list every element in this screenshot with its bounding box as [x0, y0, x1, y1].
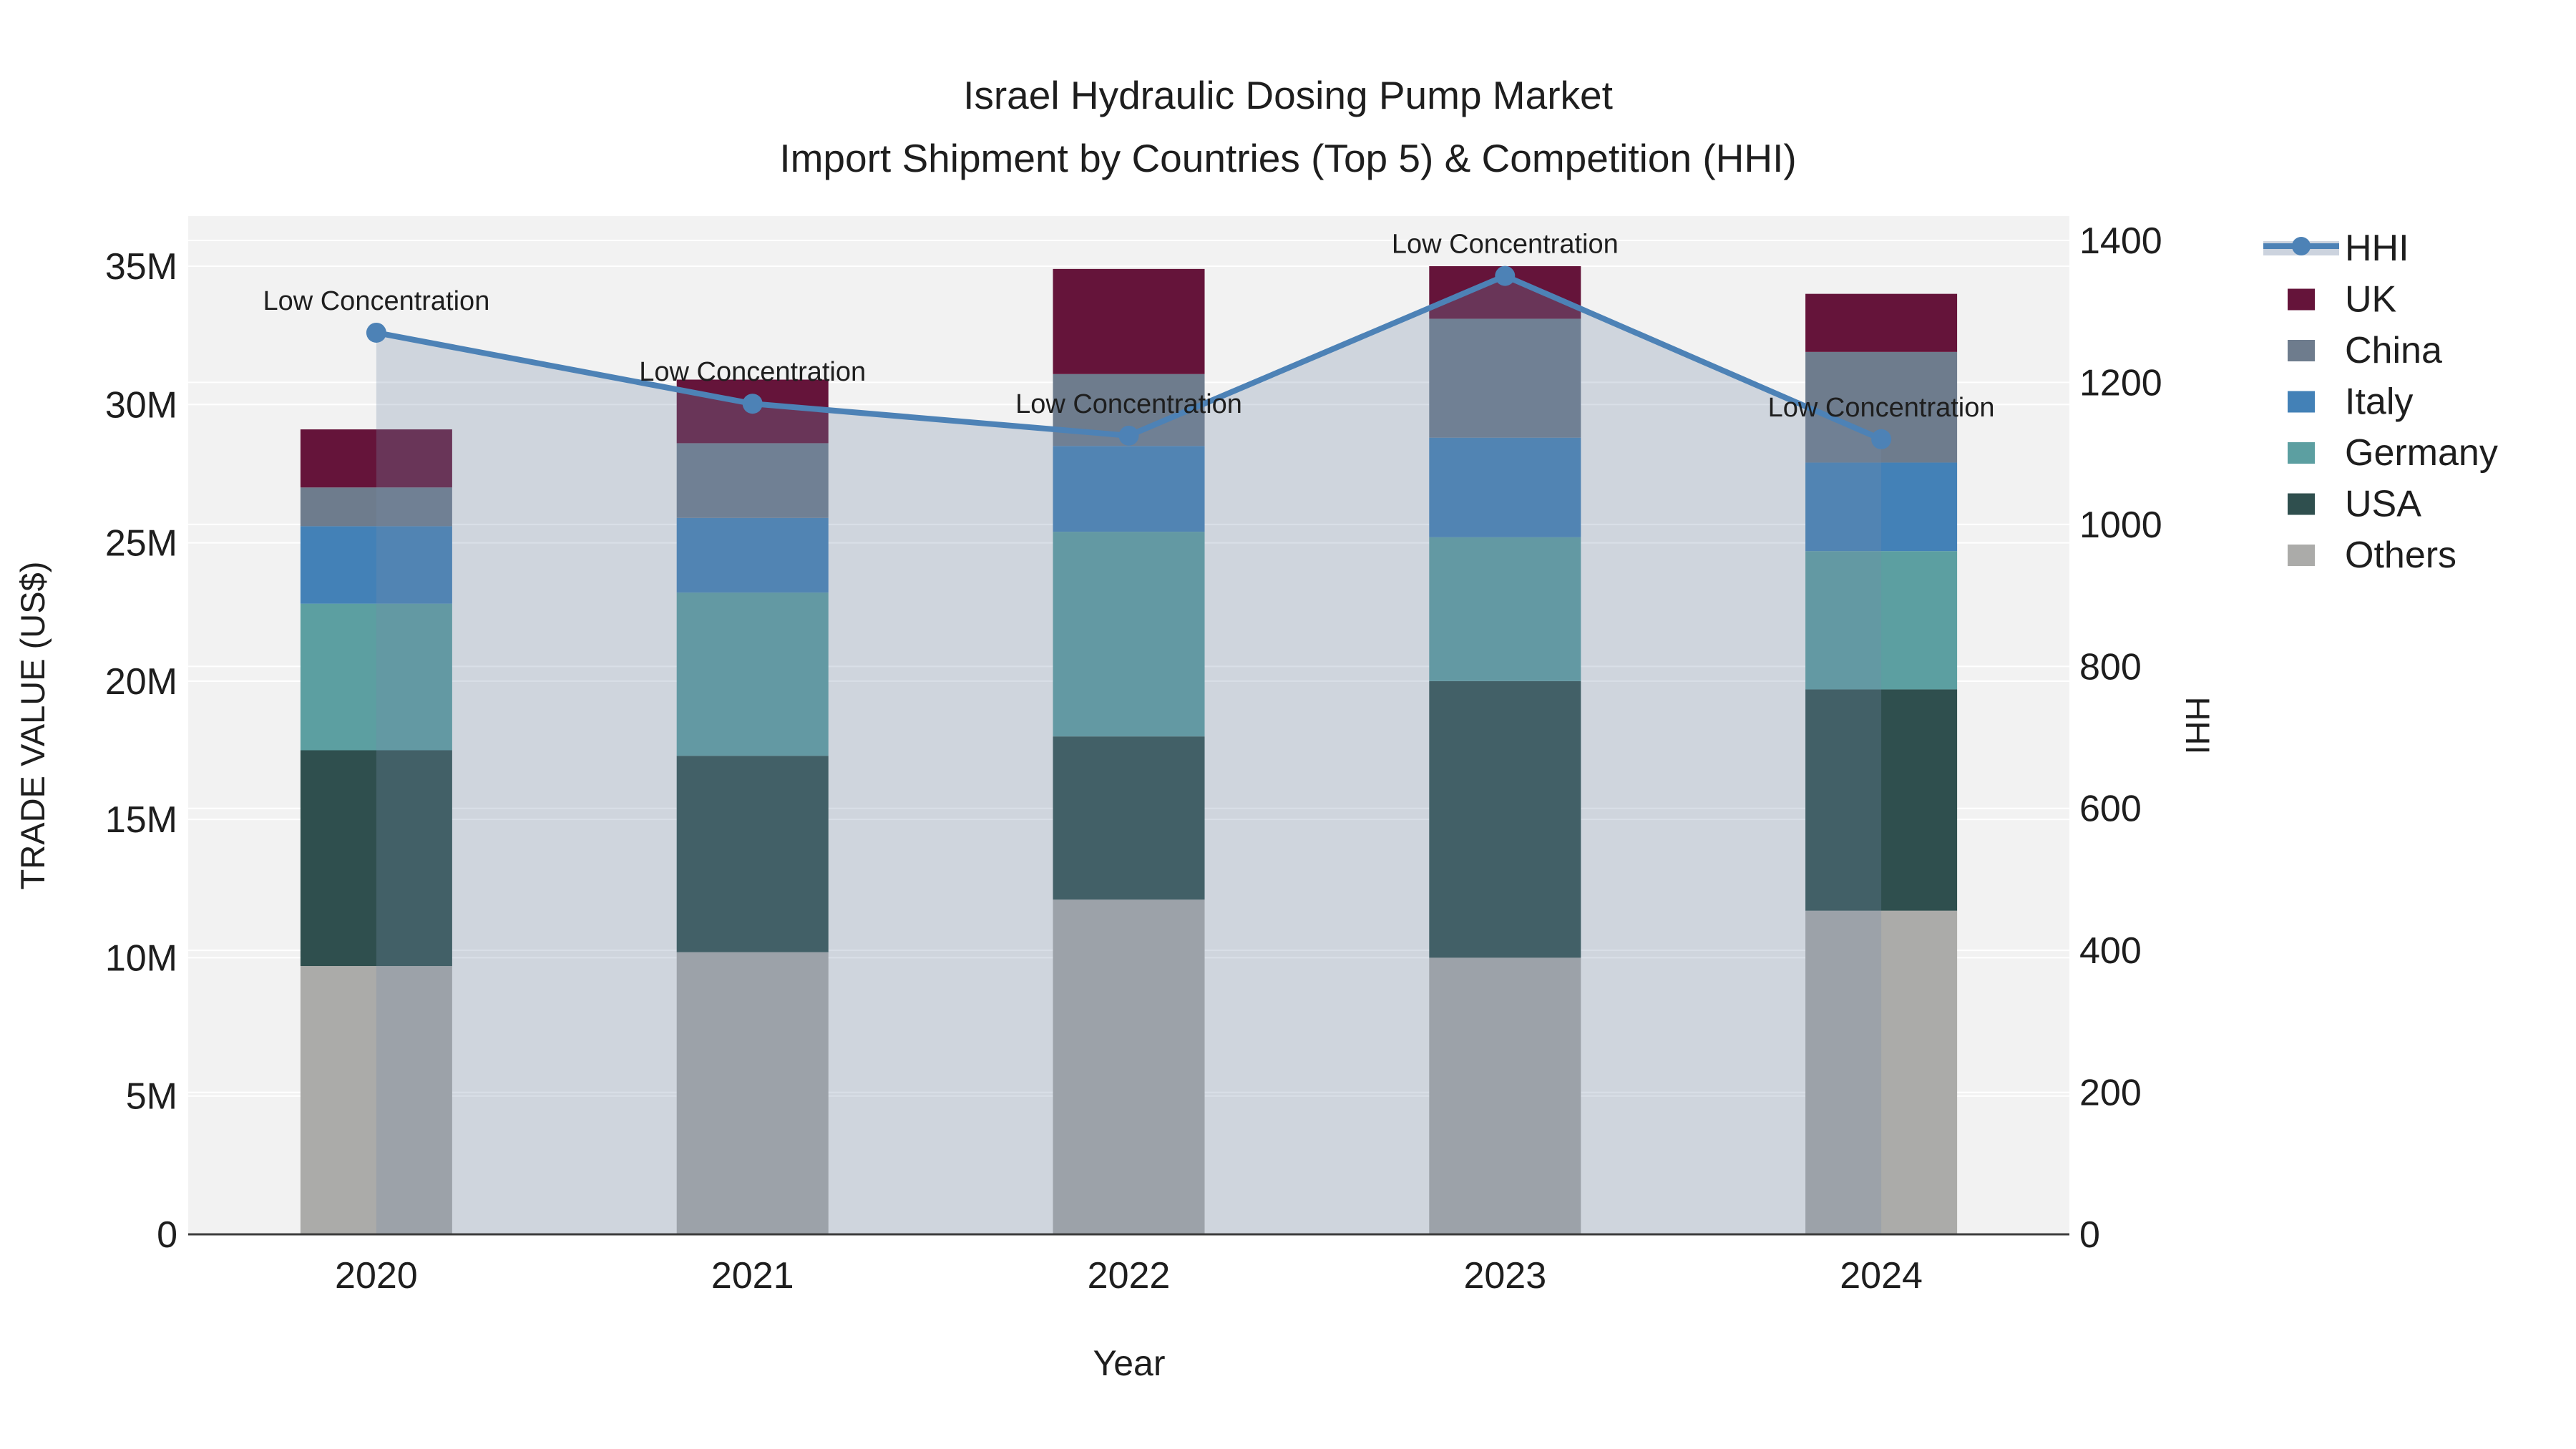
left-tick-15M: 15M [105, 799, 177, 841]
legend-label-hhi: HHI [2345, 228, 2409, 269]
x-axis-title: Year [1093, 1343, 1165, 1383]
bar-segment-uk-2022[interactable] [1053, 268, 1205, 374]
annotation-low-concentration-2023: Low Concentration [1392, 230, 1619, 260]
right-tick-400: 400 [2079, 930, 2142, 972]
left-tick-5M: 5M [126, 1076, 177, 1118]
legend-swatch-uk [2288, 288, 2315, 311]
legend-label-uk: UK [2345, 279, 2397, 321]
hhi-line [366, 265, 1892, 449]
legend-item-italy[interactable]: Italy [2288, 381, 2413, 423]
x-tick-2023: 2023 [1463, 1255, 1546, 1297]
right-tick-0: 0 [2079, 1214, 2100, 1256]
x-tick-2020: 2020 [335, 1255, 418, 1297]
hhi-marker-2023[interactable] [1495, 265, 1516, 286]
bar-segment-others-2022[interactable] [1053, 899, 1205, 1234]
bar-segment-uk-2020[interactable] [300, 429, 452, 488]
legend-item-china[interactable]: China [2288, 330, 2442, 371]
legend-swatch-others [2288, 545, 2315, 566]
legend-swatch-germany [2288, 442, 2315, 464]
right-tick-600: 600 [2079, 789, 2142, 830]
right-tick-200: 200 [2079, 1073, 2142, 1114]
chart-title-line2: Import Shipment by Countries (Top 5) & C… [779, 136, 1796, 180]
right-tick-1400: 1400 [2079, 220, 2162, 262]
hhi-area-polygon [376, 275, 1882, 1234]
bar-segment-germany-2022[interactable] [1053, 532, 1205, 737]
legend-item-hhi[interactable]: HHI [2263, 228, 2409, 269]
left-tick-10M: 10M [105, 937, 177, 979]
left-tick-0: 0 [157, 1214, 177, 1256]
annotation-low-concentration-2020: Low Concentration [263, 286, 489, 316]
legend-label-china: China [2345, 330, 2442, 371]
legend-label-others: Others [2345, 535, 2457, 576]
bar-segment-others-2023[interactable] [1429, 957, 1581, 1234]
right-axis-title: HHI [2179, 697, 2217, 755]
bar-segment-italy-2024[interactable] [1805, 462, 1958, 552]
hhi-marker-2022[interactable] [1118, 425, 1139, 446]
right-tick-1200: 1200 [2079, 362, 2162, 404]
hhi-marker-2021[interactable] [742, 394, 763, 414]
legend-swatch-italy [2288, 391, 2315, 413]
bar-segment-germany-2021[interactable] [676, 592, 829, 756]
bar-segment-usa-2022[interactable] [1053, 736, 1205, 900]
legend-label-italy: Italy [2345, 381, 2413, 423]
bar-segment-usa-2021[interactable] [676, 756, 829, 952]
right-tick-1000: 1000 [2079, 504, 2162, 546]
hhi-area-fill [376, 275, 1882, 1234]
left-axis-title: TRADE VALUE (US$) [14, 562, 52, 890]
x-tick-2021: 2021 [711, 1255, 794, 1297]
left-tick-20M: 20M [105, 661, 177, 703]
bar-segment-china-2023[interactable] [1429, 318, 1581, 438]
legend-item-germany[interactable]: Germany [2288, 432, 2498, 474]
legend-item-usa[interactable]: USA [2288, 484, 2421, 525]
legend-item-uk[interactable]: UK [2288, 279, 2397, 321]
chart-title-line1: Israel Hydraulic Dosing Pump Market [963, 73, 1613, 117]
legend: HHI UK China Italy Germany USA Others [2263, 228, 2498, 576]
annotations: Low Concentration Low Concentration Low Co… [263, 230, 1994, 423]
x-tick-2024: 2024 [1840, 1255, 1923, 1297]
legend-item-others[interactable]: Others [2288, 535, 2457, 576]
legend-hhi-marker [2292, 237, 2311, 255]
bar-segment-china-2021[interactable] [676, 443, 829, 518]
legend-label-germany: Germany [2345, 432, 2498, 474]
right-tick-800: 800 [2079, 646, 2142, 688]
bar-segment-others-2024[interactable] [1805, 910, 1958, 1234]
bar-segment-italy-2021[interactable] [676, 517, 829, 593]
hhi-marker-2020[interactable] [366, 322, 386, 343]
left-tick-25M: 25M [105, 523, 177, 565]
annotation-low-concentration-2022: Low Concentration [1015, 389, 1242, 419]
hhi-marker-2024[interactable] [1871, 429, 1892, 449]
tick-labels: 0 5M 10M 15M 20M 25M 30M 35M 0 200 400 600 800 1000 12… [105, 220, 2162, 1297]
left-tick-30M: 30M [105, 384, 177, 426]
annotation-low-concentration-2021: Low Concentration [639, 357, 866, 387]
bar-segment-italy-2020[interactable] [300, 526, 452, 604]
bar-segment-others-2021[interactable] [676, 952, 829, 1234]
legend-swatch-usa [2288, 493, 2315, 515]
bar-segment-italy-2023[interactable] [1429, 437, 1581, 537]
bar-segment-china-2020[interactable] [300, 487, 452, 527]
annotation-low-concentration-2024: Low Concentration [1768, 393, 1995, 423]
bar-segment-uk-2024[interactable] [1805, 293, 1958, 352]
legend-swatch-china [2288, 340, 2315, 361]
bar-segment-germany-2020[interactable] [300, 603, 452, 751]
legend-label-usa: USA [2345, 484, 2421, 525]
bar-segment-germany-2024[interactable] [1805, 551, 1958, 690]
bar-segment-usa-2020[interactable] [300, 750, 452, 967]
bar-segment-others-2020[interactable] [300, 966, 452, 1234]
bar-segment-germany-2023[interactable] [1429, 537, 1581, 681]
left-tick-35M: 35M [105, 246, 177, 288]
bar-segment-italy-2022[interactable] [1053, 446, 1205, 532]
bar-segment-usa-2023[interactable] [1429, 680, 1581, 958]
stacked-bars [300, 266, 1958, 1234]
x-tick-2022: 2022 [1088, 1255, 1171, 1297]
bar-segment-usa-2024[interactable] [1805, 689, 1958, 911]
